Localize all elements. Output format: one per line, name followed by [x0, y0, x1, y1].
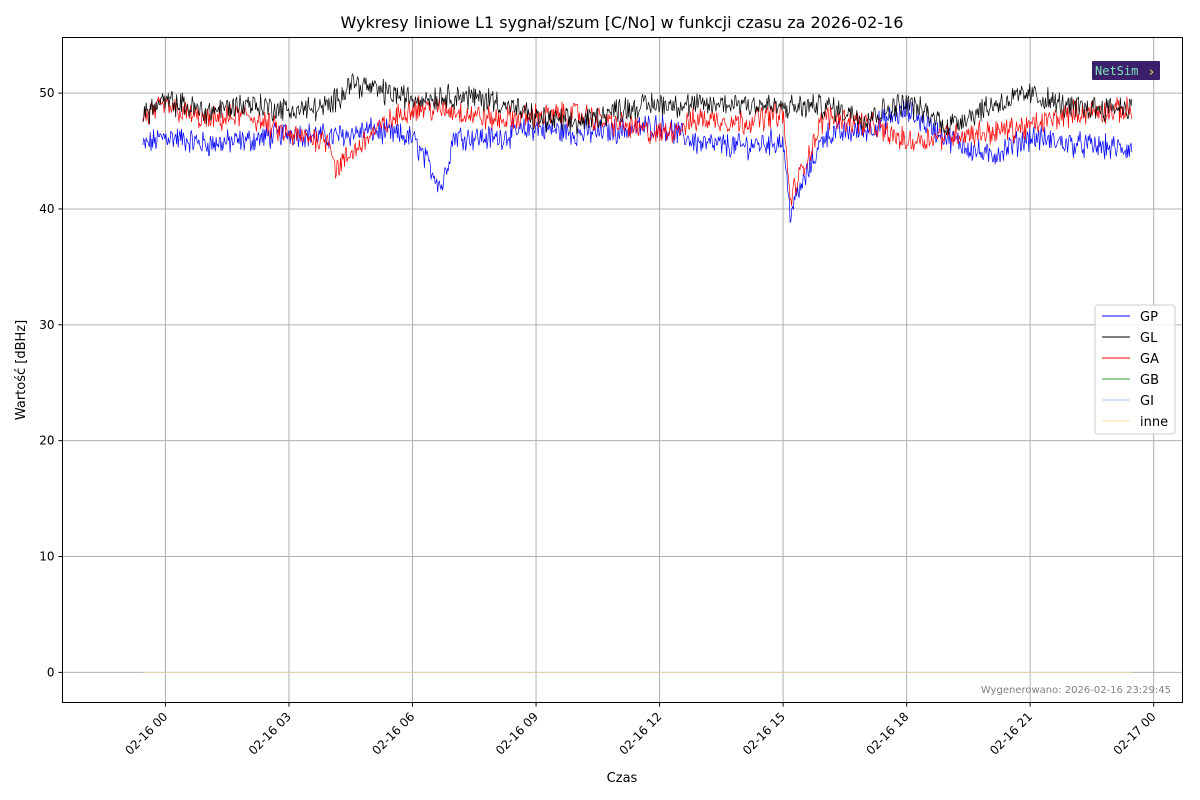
- y-tick-label: 50: [39, 86, 54, 100]
- series-lines: [142, 72, 1133, 673]
- logo-background: [1092, 61, 1160, 80]
- y-tick-label: 10: [39, 550, 54, 564]
- legend-label-gl: GL: [1140, 331, 1158, 346]
- generated-timestamp: Wygenerowano: 2026-02-16 23:29:45: [981, 685, 1171, 696]
- y-tick-label: 30: [39, 318, 54, 332]
- legend-label-gp: GP: [1140, 310, 1158, 325]
- y-ticks: 0 10 20 30 40 50: [39, 86, 63, 679]
- series-line-gl: [142, 72, 1133, 136]
- y-tick-label: 0: [47, 665, 55, 679]
- logo-text: NetSim: [1095, 64, 1138, 78]
- plot-frame: [62, 37, 1183, 703]
- y-tick-label: 40: [39, 202, 54, 216]
- legend-label-gi: GI: [1140, 394, 1154, 409]
- legend-label-inne: inne: [1140, 415, 1168, 430]
- series-line-ga: [142, 95, 1133, 207]
- legend: GP GL GA GB GI inne: [1094, 304, 1176, 435]
- y-tick-label: 20: [39, 434, 54, 448]
- logo-arrow-icon: ›: [1149, 65, 1154, 80]
- legend-label-ga: GA: [1140, 352, 1159, 367]
- y-axis-label: Wartość [dBHz]: [14, 320, 29, 420]
- legend-label-gb: GB: [1140, 373, 1159, 388]
- logo: NetSim ›: [1092, 61, 1160, 80]
- chart-title: Wykresy liniowe L1 sygnał/szum [C/No] w …: [341, 13, 904, 32]
- x-axis-label: Czas: [607, 771, 638, 786]
